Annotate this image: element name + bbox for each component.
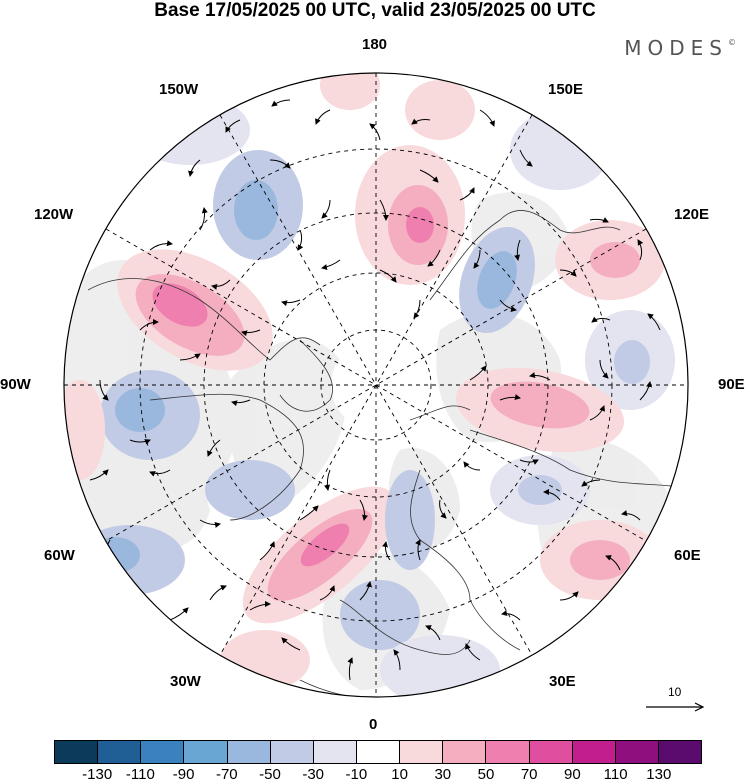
colorbar-labels: -130 -110 -90 -70 -50 -30 -10 10 30 50 70 90 110 130 <box>54 766 702 784</box>
wind-vectors <box>89 99 661 681</box>
anomaly-field <box>64 73 675 697</box>
colorbar-segment <box>227 741 271 763</box>
lon-label-150w: 150W <box>159 81 199 98</box>
colorbar-tick-label: -30 <box>302 766 325 783</box>
lon-label-60w: 60W <box>44 547 75 564</box>
colorbar-tick-label: 50 <box>477 766 495 783</box>
brand-text: MODES <box>624 36 728 60</box>
brand-mark: © <box>728 38 736 47</box>
colorbar-segment <box>313 741 357 763</box>
reference-arrow-icon <box>646 702 705 712</box>
colorbar-segment <box>529 741 573 763</box>
lon-label-150e: 150E <box>548 81 584 98</box>
colorbar <box>54 740 702 764</box>
colorbar-tick-label: -130 <box>82 766 113 783</box>
lon-label-30e: 30E <box>549 673 576 690</box>
lon-label-120e: 120E <box>674 206 710 223</box>
colorbar-segment <box>443 741 487 763</box>
colorbar-tick-label: 30 <box>434 766 452 783</box>
colorbar-segment <box>658 741 702 763</box>
colorbar-tick-label: 110 <box>603 766 628 783</box>
colorbar-tick-label: -110 <box>125 766 155 783</box>
colorbar-segment <box>98 741 142 763</box>
reference-vector: 10 <box>640 683 710 717</box>
colorbar-segment <box>184 741 228 763</box>
lon-label-120w: 120W <box>34 206 74 223</box>
modes-logo: MODES© <box>624 36 736 60</box>
colorbar-tick-label: -10 <box>345 766 368 783</box>
colorbar-tick-label: -50 <box>259 766 281 783</box>
colorbar-segment <box>141 741 185 763</box>
colorbar-tick-label: 70 <box>520 766 538 783</box>
lon-label-90e: 90E <box>718 376 745 393</box>
colorbar-segment <box>55 741 99 763</box>
map-disc <box>64 73 688 697</box>
lon-label-60e: 60E <box>674 547 701 564</box>
reference-vector-value: 10 <box>668 685 682 699</box>
colorbar-segment <box>400 741 444 763</box>
graticule <box>64 73 688 697</box>
map-title: Base 17/05/2025 00 UTC, valid 23/05/2025… <box>154 0 596 21</box>
colorbar-segment <box>270 741 314 763</box>
colorbar-tick-label: -70 <box>215 766 238 783</box>
colorbar-segment <box>572 741 616 763</box>
map-border <box>63 72 689 698</box>
coastlines <box>87 209 688 697</box>
colorbar-tick-label: 10 <box>391 766 408 783</box>
colorbar-tick-label: 90 <box>564 766 581 783</box>
colorbar-tick-label: -90 <box>172 766 195 783</box>
lon-label-180: 180 <box>362 36 388 53</box>
lon-label-0: 0 <box>369 716 378 733</box>
lon-label-90w: 90W <box>0 376 31 393</box>
colorbar-segment <box>356 741 401 763</box>
colorbar-segment <box>615 741 659 763</box>
colorbar-segment <box>486 741 530 763</box>
colorbar-tick-label: 130 <box>646 766 672 783</box>
lon-label-30w: 30W <box>170 673 201 690</box>
